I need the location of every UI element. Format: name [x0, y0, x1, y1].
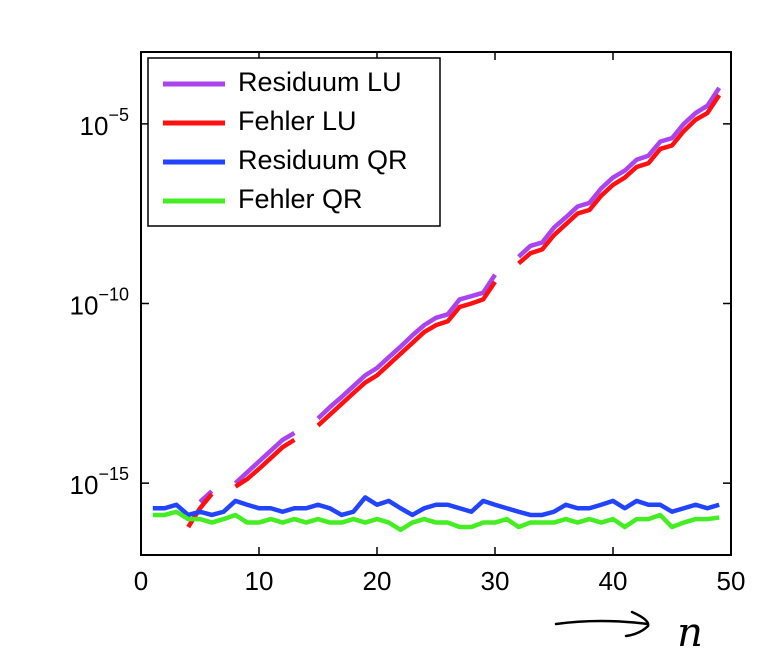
- x-tick-label: 30: [481, 566, 510, 596]
- legend-label: Fehler QR: [238, 184, 363, 214]
- legend-label: Residuum QR: [238, 145, 408, 175]
- x-tick-label: 50: [717, 566, 746, 596]
- data-line: [198, 86, 722, 504]
- x-tick-label: 40: [599, 566, 628, 596]
- y-tick-label: 10−10: [70, 284, 129, 320]
- axis-arrow: [554, 610, 650, 638]
- x-tick-label: 0: [134, 566, 148, 596]
- x-tick-label: 10: [245, 566, 274, 596]
- legend-label: Residuum LU: [238, 67, 402, 97]
- plot-lines: [152, 86, 722, 533]
- legend-label: Fehler LU: [238, 106, 357, 136]
- x-axis-label: n: [677, 610, 703, 656]
- data-line: [152, 495, 720, 518]
- data-line: [152, 509, 720, 533]
- y-tick-label: 10−5: [80, 105, 129, 141]
- data-line: [186, 93, 722, 529]
- y-tick-label: 10−15: [70, 464, 129, 500]
- x-tick-label: 20: [363, 566, 392, 596]
